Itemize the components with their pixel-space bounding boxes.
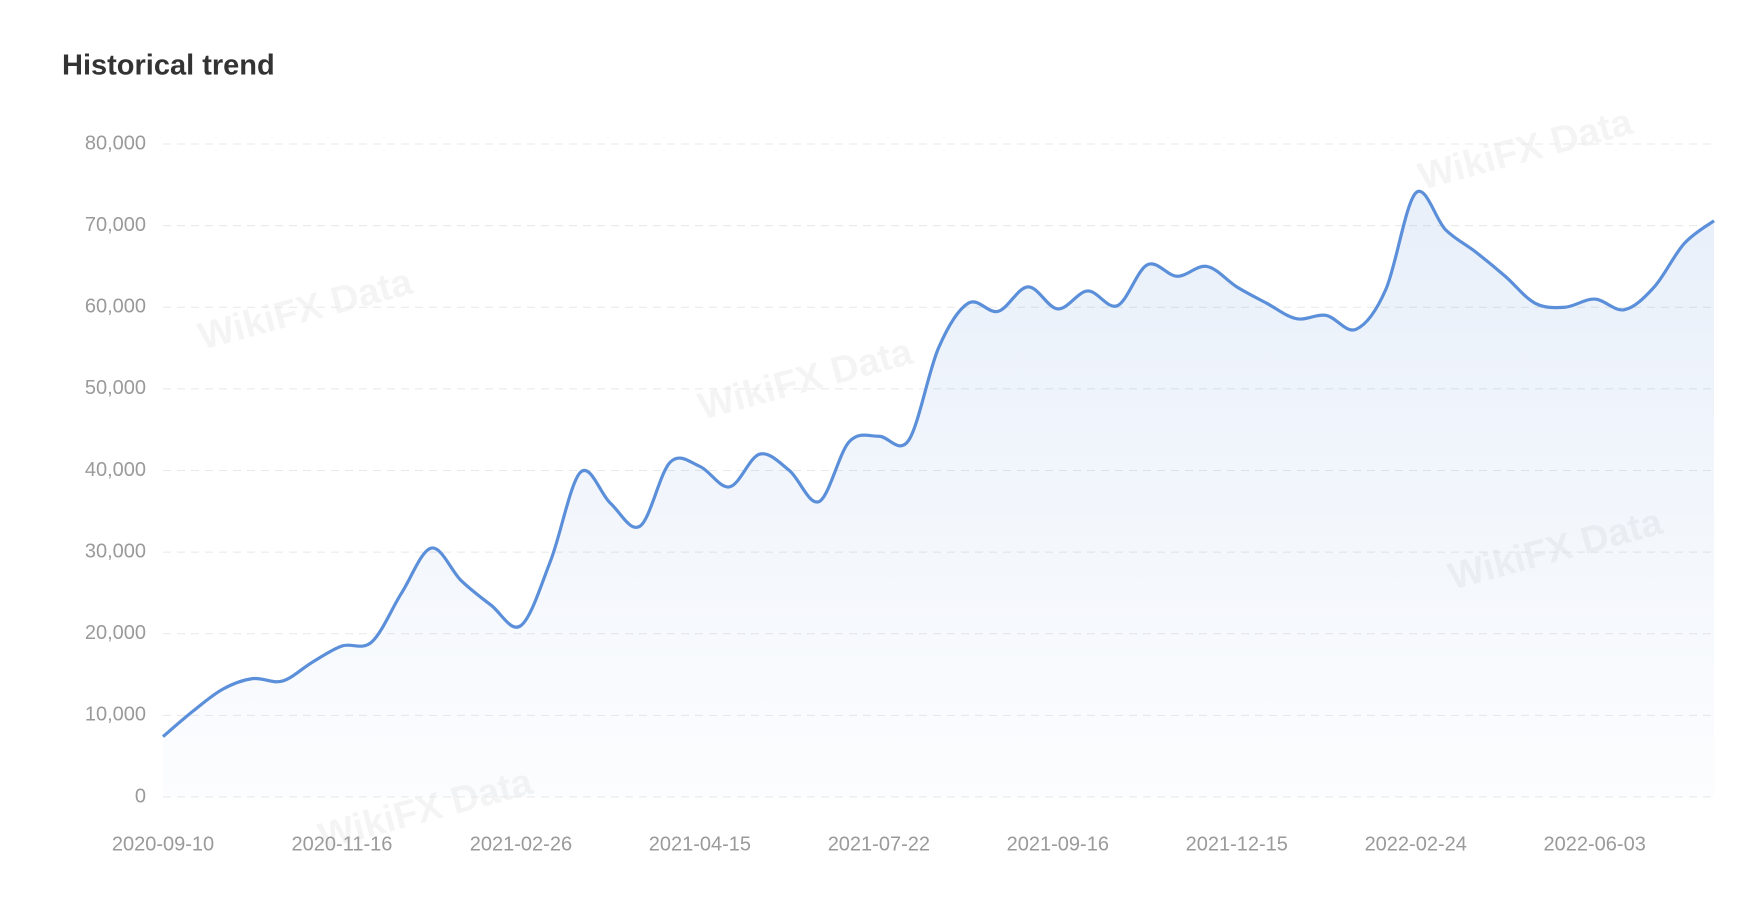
chart-title: Historical trend bbox=[62, 50, 275, 82]
y-tick-label: 60,000 bbox=[85, 296, 146, 318]
y-tick-label: 20,000 bbox=[85, 622, 146, 644]
watermark: WikiFX Data bbox=[194, 261, 417, 359]
x-tick-label: 2021-04-15 bbox=[649, 833, 751, 855]
watermark: WikiFX Data bbox=[1414, 101, 1637, 199]
x-tick-label: 2022-02-24 bbox=[1365, 833, 1467, 855]
line bbox=[161, 189, 1715, 738]
x-tick-label: 2022-06-03 bbox=[1544, 833, 1646, 855]
area bbox=[163, 191, 1714, 797]
y-tick-label: 40,000 bbox=[85, 459, 146, 481]
y-tick-label: 10,000 bbox=[85, 704, 146, 726]
x-tick-label: 2021-09-16 bbox=[1007, 833, 1109, 855]
x-tick-label: 2021-12-15 bbox=[1186, 833, 1288, 855]
y-tick-label: 50,000 bbox=[85, 377, 146, 399]
x-tick-label: 2020-09-10 bbox=[112, 833, 214, 855]
y-tick-label: 30,000 bbox=[85, 540, 146, 562]
x-tick-label: 2021-07-22 bbox=[828, 833, 930, 855]
y-tick-label: 80,000 bbox=[85, 132, 146, 154]
y-tick-label: 0 bbox=[135, 785, 146, 807]
x-tick-label: 2020-11-16 bbox=[292, 833, 393, 855]
watermark: WikiFX Data bbox=[694, 331, 917, 429]
y-tick-label: 70,000 bbox=[85, 214, 146, 236]
x-tick-label: 2021-02-26 bbox=[470, 833, 572, 855]
